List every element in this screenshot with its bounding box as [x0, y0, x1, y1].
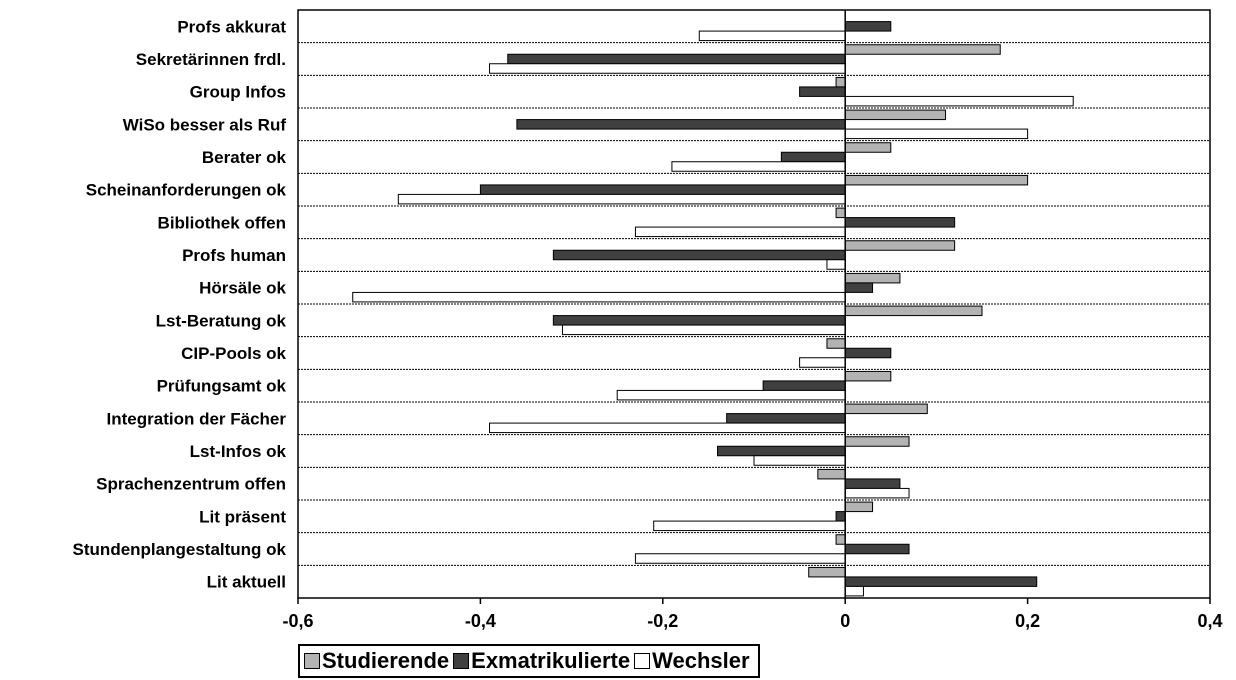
bar-wechsler-13 — [489, 422, 846, 434]
category-label: Group Infos — [190, 83, 286, 102]
category-label: Prüfungsamt ok — [157, 377, 287, 396]
bar-exmatrikulierte-9 — [844, 282, 874, 293]
legend-swatch-exmatrikulierte — [453, 653, 470, 669]
bar-studierende-6 — [844, 174, 1029, 186]
category-label: Profs human — [182, 246, 286, 265]
bar-wechsler-16 — [653, 520, 846, 532]
bar-studierende-17 — [835, 534, 846, 545]
legend-entry-exmatrikulierte: Exmatrikulierte — [453, 648, 630, 674]
bar-exmatrikulierte-2 — [507, 53, 846, 65]
category-label: Sprachenzentrum offen — [96, 475, 286, 494]
legend-label-exmatrikulierte: Exmatrikulierte — [471, 648, 631, 673]
bar-exmatrikulierte-1 — [844, 21, 892, 32]
legend: Studierende Exmatrikulierte Wechsler — [298, 644, 760, 678]
bar-exmatrikulierte-12 — [762, 380, 846, 391]
category-label: CIP-Pools ok — [181, 344, 286, 363]
bar-exmatrikulierte-8 — [552, 249, 846, 261]
bar-wechsler-1 — [698, 30, 846, 42]
bar-exmatrikulierte-10 — [552, 315, 846, 326]
bar-exmatrikulierte-7 — [844, 217, 956, 228]
bar-exmatrikulierte-4 — [516, 119, 846, 130]
bar-studierende-4 — [844, 109, 947, 121]
bar-exmatrikulierte-6 — [479, 184, 846, 195]
x-tick-label: 0 — [840, 611, 850, 631]
bar-exmatrikulierte-5 — [780, 151, 846, 163]
legend-entry-studierende: Studierende — [304, 648, 449, 674]
plot-border — [297, 9, 1211, 599]
bar-wechsler-7 — [634, 226, 846, 238]
bar-studierende-9 — [844, 272, 901, 284]
bar-studierende-11 — [826, 338, 846, 349]
bar-exmatrikulierte-3 — [799, 86, 846, 97]
x-tick-label: 0,2 — [1015, 611, 1040, 631]
category-label: Berater ok — [202, 148, 287, 167]
x-tick-label: -0,6 — [282, 611, 313, 631]
bar-wechsler-8 — [826, 259, 846, 270]
bar-wechsler-11 — [799, 357, 846, 368]
bar-studierende-15 — [817, 468, 846, 480]
category-label: Integration der Fächer — [107, 409, 287, 428]
category-label: Sekretärinnen frdl. — [136, 50, 286, 69]
x-tick-label: -0,4 — [465, 611, 496, 631]
bar-studierende-8 — [844, 240, 956, 251]
category-label: Bibliothek offen — [158, 213, 286, 232]
bar-wechsler-17 — [634, 553, 846, 564]
bar-exmatrikulierte-11 — [844, 347, 892, 359]
category-label: Hörsäle ok — [199, 279, 286, 298]
bar-wechsler-4 — [844, 128, 1029, 140]
x-tick-label: -0,2 — [647, 611, 678, 631]
bar-wechsler-14 — [753, 455, 846, 466]
bar-exmatrikulierte-15 — [844, 478, 901, 489]
x-tick-label: 0,4 — [1197, 611, 1222, 631]
bar-studierende-18 — [808, 566, 846, 578]
bar-wechsler-3 — [844, 95, 1074, 107]
bar-studierende-13 — [844, 403, 928, 415]
bar-wechsler-9 — [352, 291, 846, 303]
bar-studierende-10 — [844, 305, 983, 317]
category-label: Stundenplangestaltung ok — [73, 540, 287, 559]
bar-studierende-16 — [844, 501, 874, 513]
category-label: WiSo besser als Ruf — [123, 115, 287, 134]
legend-entry-wechsler: Wechsler — [634, 648, 750, 674]
category-label: Lit präsent — [199, 507, 286, 526]
category-label: Profs akkurat — [177, 17, 286, 36]
bar-studierende-12 — [844, 370, 892, 382]
bar-studierende-5 — [844, 142, 892, 153]
bar-wechsler-15 — [844, 487, 910, 499]
bar-studierende-2 — [844, 44, 1001, 55]
bar-wechsler-10 — [561, 324, 846, 336]
bar-wechsler-18 — [844, 585, 864, 597]
bar-studierende-7 — [835, 207, 846, 219]
bar-exmatrikulierte-13 — [726, 413, 846, 424]
bar-exmatrikulierte-17 — [844, 543, 910, 555]
bar-exmatrikulierte-18 — [844, 576, 1038, 587]
category-label: Lit aktuell — [207, 573, 286, 592]
category-label: Lst-Beratung ok — [156, 311, 287, 330]
bar-wechsler-2 — [489, 63, 846, 74]
bar-wechsler-6 — [397, 193, 846, 205]
legend-label-wechsler: Wechsler — [652, 648, 750, 673]
bar-wechsler-12 — [616, 389, 846, 401]
category-label: Scheinanforderungen ok — [86, 181, 287, 200]
bar-exmatrikulierte-16 — [835, 511, 846, 522]
legend-label-studierende: Studierende — [322, 648, 450, 673]
legend-swatch-studierende — [304, 653, 320, 669]
category-label: Lst-Infos ok — [190, 442, 287, 461]
bar-wechsler-5 — [671, 161, 846, 172]
bar-exmatrikulierte-14 — [717, 445, 846, 457]
bar-studierende-3 — [835, 76, 846, 88]
legend-swatch-wechsler — [634, 653, 651, 669]
bar-studierende-14 — [844, 436, 910, 447]
